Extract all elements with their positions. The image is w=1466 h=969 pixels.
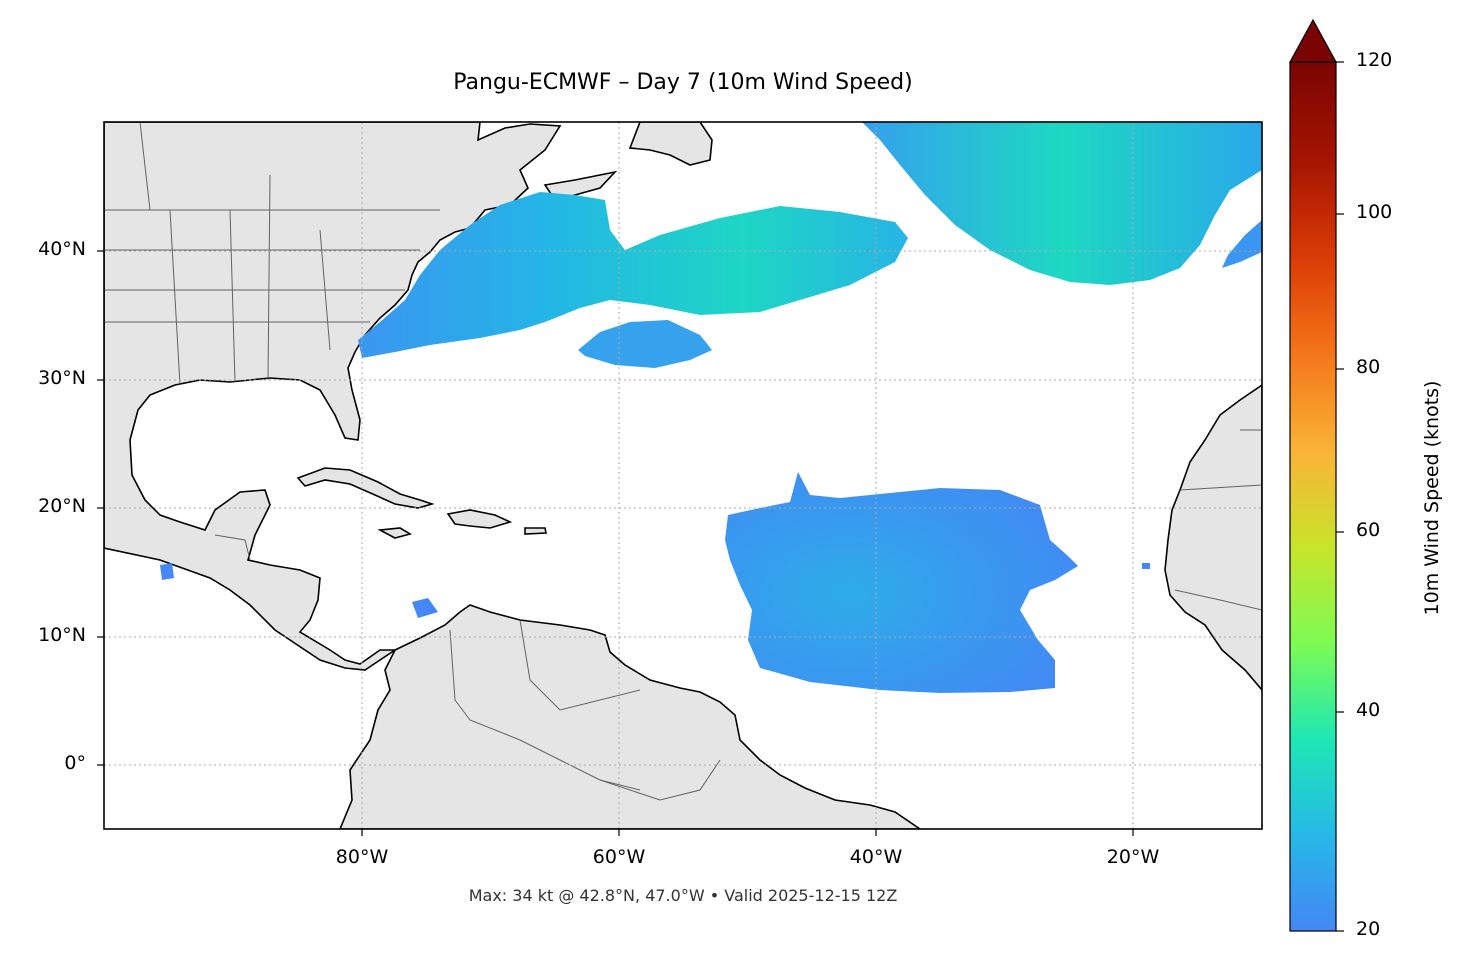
lon-tick-label: 80°W bbox=[335, 846, 389, 868]
lat-tick-label: 40°N bbox=[38, 238, 86, 260]
colorbar-tick-label: 120 bbox=[1356, 49, 1393, 71]
cuba-island bbox=[296, 467, 435, 509]
hispaniola-island bbox=[446, 509, 513, 529]
wind-region-small-patch-2 bbox=[412, 598, 438, 618]
south-america-land bbox=[339, 604, 922, 829]
country-state-borders bbox=[104, 122, 1262, 801]
puerto-rico-island bbox=[524, 527, 547, 535]
lat-tick-label: 0° bbox=[64, 752, 86, 774]
wind-region-small-patch-3 bbox=[1142, 563, 1150, 569]
lon-tick-label: 20°W bbox=[1106, 846, 1160, 868]
colorbar-tick-label: 100 bbox=[1356, 201, 1393, 223]
lat-tick-label: 30°N bbox=[38, 367, 86, 389]
colorbar-extend-arrow bbox=[1288, 18, 1338, 63]
colorbar-tick-label: 40 bbox=[1356, 699, 1381, 721]
wind-region-small-patch-1 bbox=[160, 563, 174, 580]
colorbar-tick-marks bbox=[1336, 61, 1344, 932]
colorbar-gradient bbox=[1289, 61, 1337, 932]
colorbar-tick-label: 60 bbox=[1356, 519, 1381, 541]
map-plot-area bbox=[104, 122, 1262, 829]
africa-land bbox=[1164, 384, 1262, 692]
gridlines bbox=[104, 122, 1262, 829]
axis-tick-marks bbox=[97, 250, 1134, 836]
wind-region-northeast-atlantic bbox=[862, 122, 1262, 285]
newfoundland-island bbox=[628, 122, 713, 166]
wind-region-us-east-coast-jet bbox=[358, 192, 908, 358]
lat-tick-label: 20°N bbox=[38, 495, 86, 517]
max-valid-footnote: Max: 34 kt @ 42.8°N, 47.0°W • Valid 2025… bbox=[468, 886, 898, 905]
wind-region-azores-edge bbox=[1222, 220, 1262, 268]
lon-tick-label: 60°W bbox=[592, 846, 646, 868]
lat-tick-label: 10°N bbox=[38, 624, 86, 646]
north-america-land bbox=[104, 122, 562, 671]
wind-region-tropical-trades bbox=[725, 472, 1078, 693]
colorbar bbox=[1288, 18, 1344, 932]
colorbar-tick-label: 20 bbox=[1356, 918, 1381, 940]
chart-title: Pangu-ECMWF – Day 7 (10m Wind Speed) bbox=[453, 70, 913, 95]
wind-speed-field bbox=[160, 122, 1262, 693]
jamaica-island bbox=[377, 527, 413, 539]
colorbar-label: 10m Wind Speed (knots) bbox=[1421, 380, 1443, 616]
wind-region-bermuda-patch bbox=[578, 320, 712, 368]
lon-tick-label: 40°W bbox=[849, 846, 903, 868]
land-masses bbox=[104, 122, 1262, 829]
colorbar-tick-label: 80 bbox=[1356, 356, 1381, 378]
map-frame bbox=[103, 121, 1263, 830]
